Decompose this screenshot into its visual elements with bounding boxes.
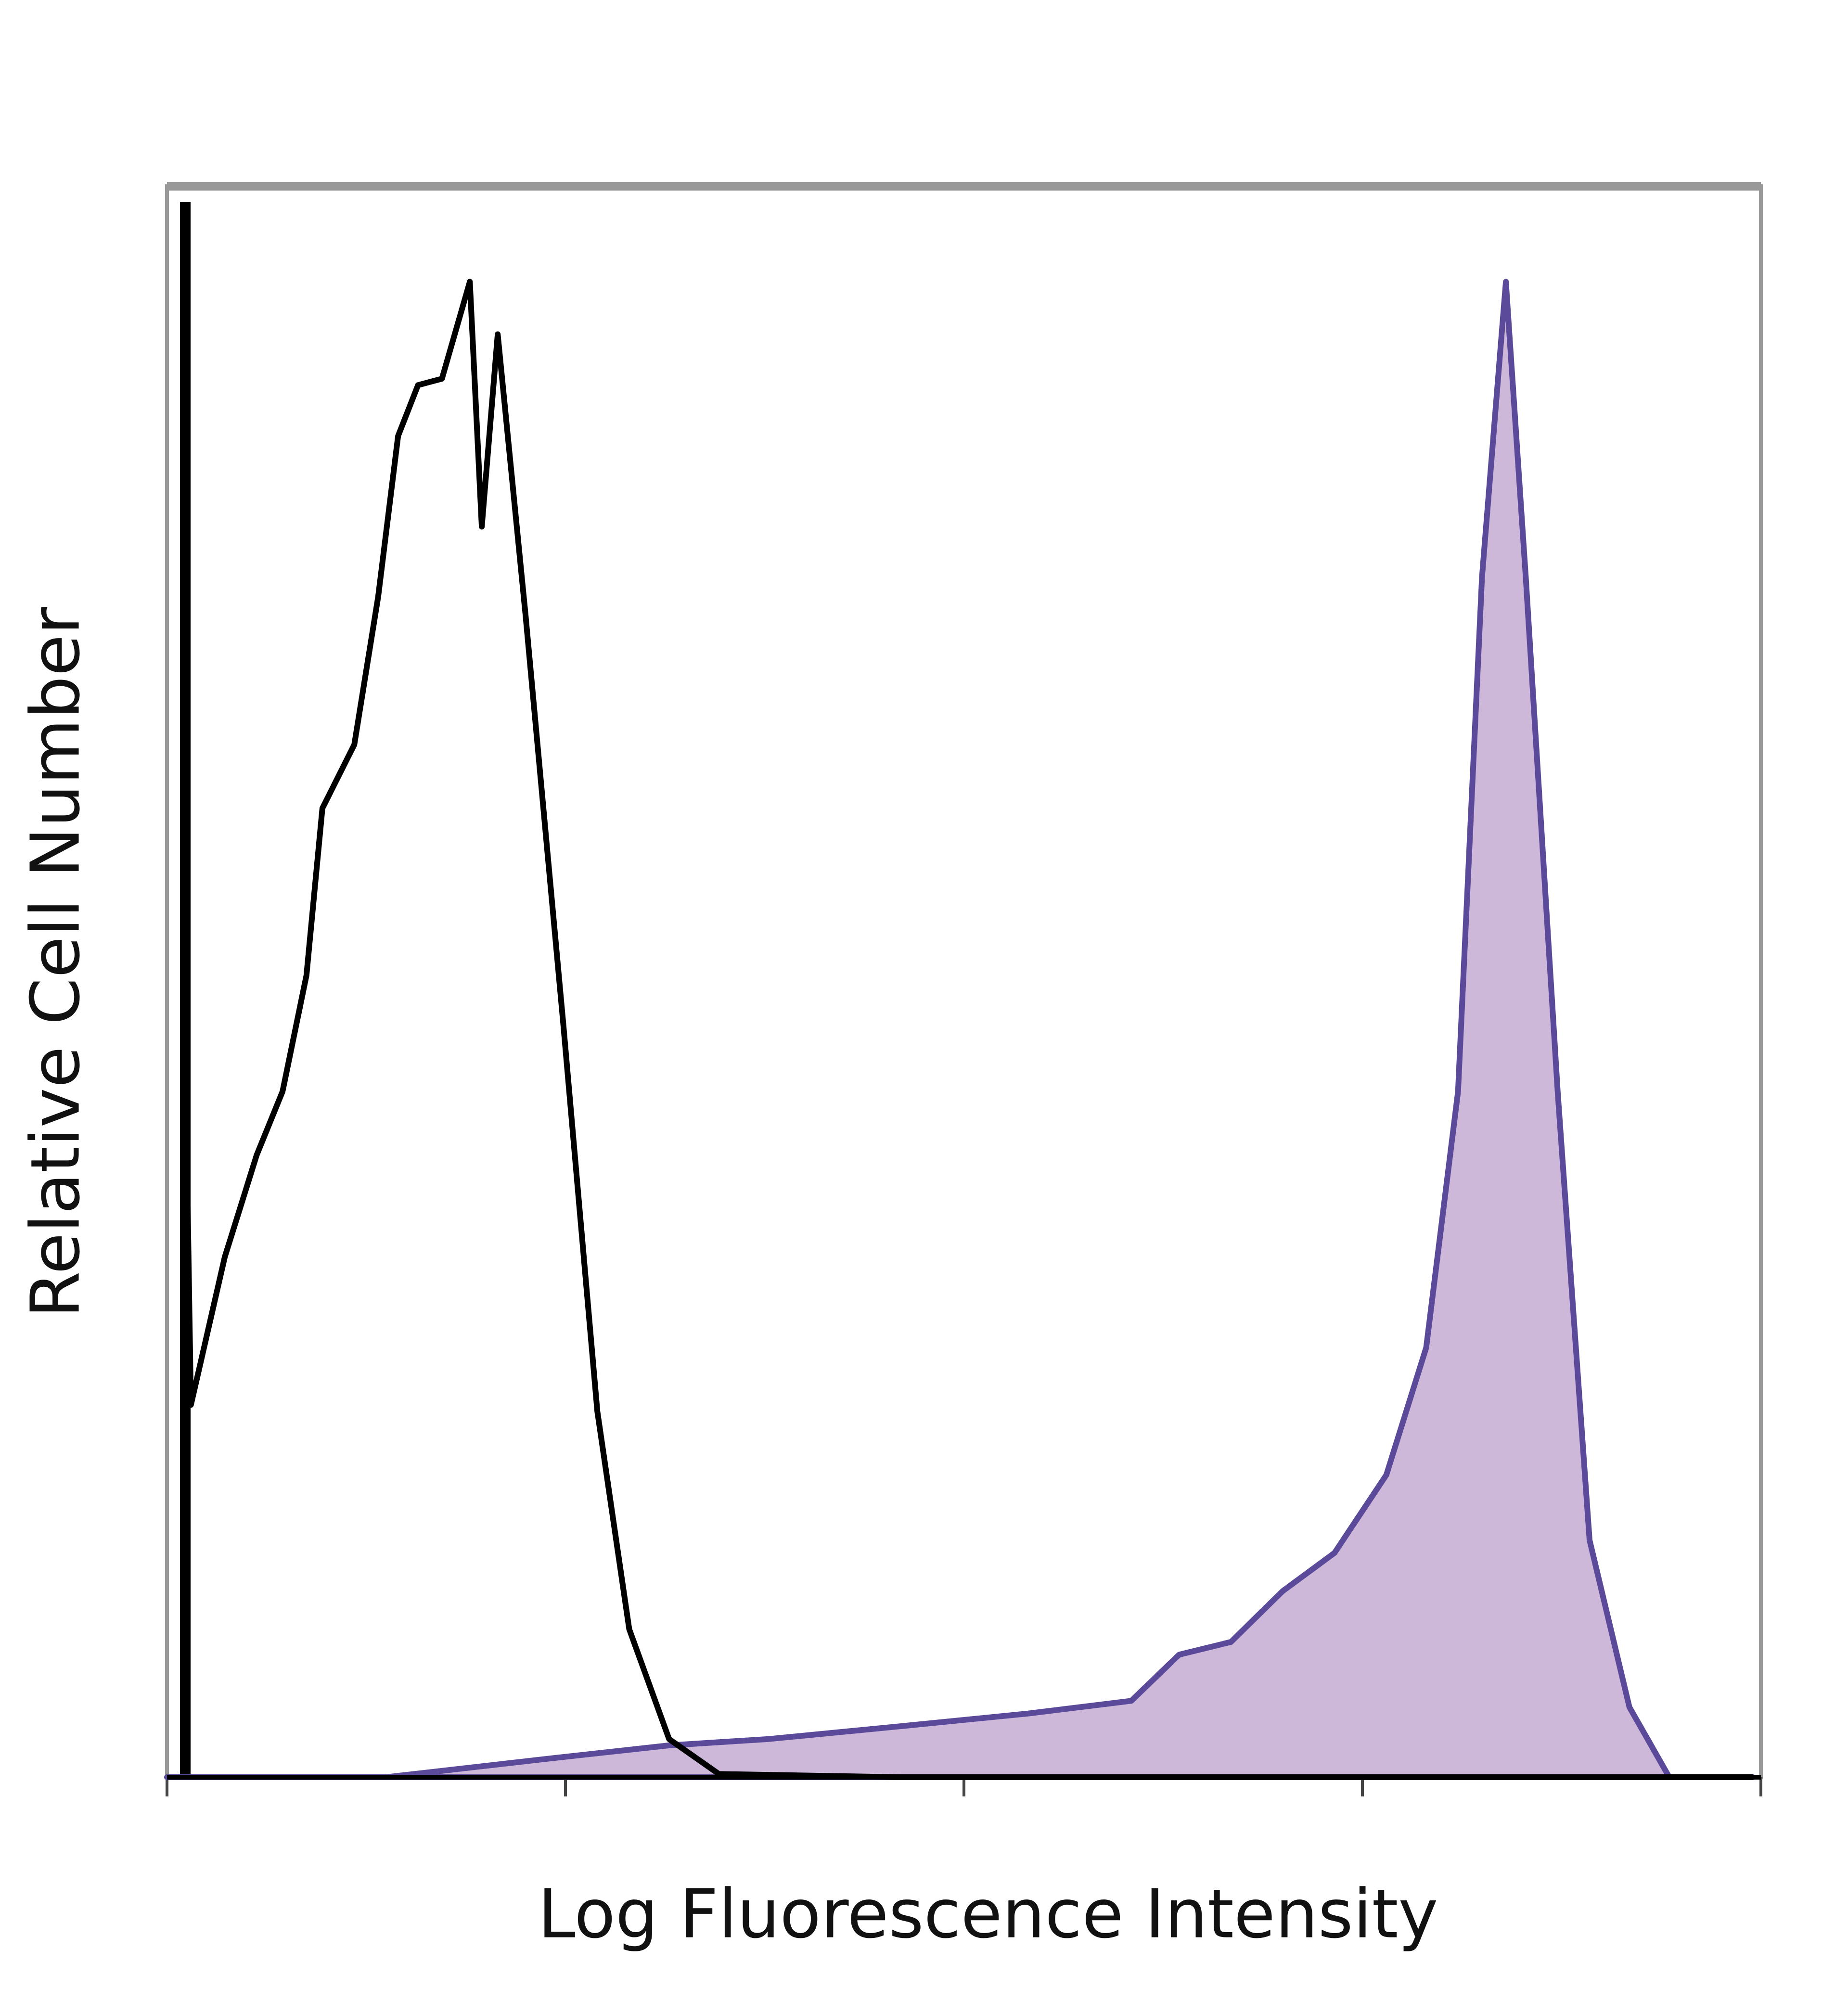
line-series xyxy=(184,279,1753,1780)
x-axis-label: Log Fluorescence Intensity xyxy=(538,1875,1438,1954)
y-axis-label: Relative Cell Number xyxy=(17,607,95,1318)
area-series xyxy=(164,279,1756,1780)
